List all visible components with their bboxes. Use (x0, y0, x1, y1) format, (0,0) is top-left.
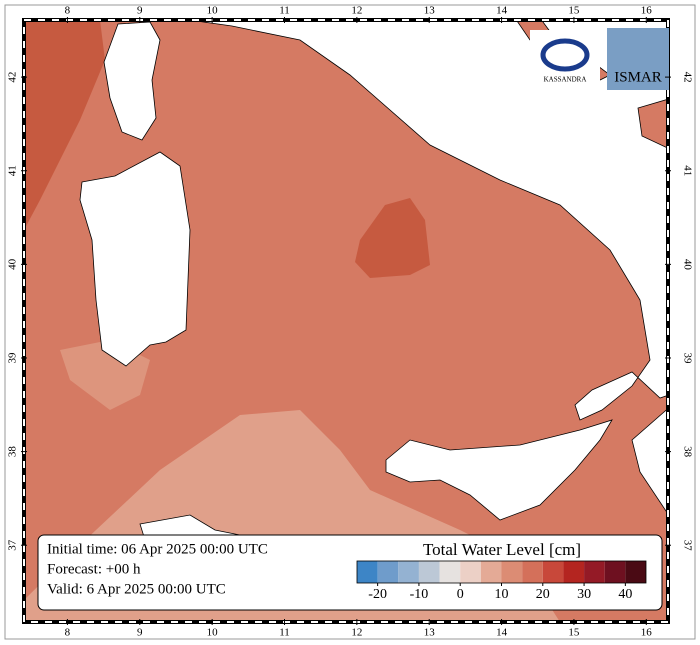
x-tick-label: 13 (424, 627, 436, 639)
sea-high (24, 20, 105, 230)
colorbar-swatch (604, 561, 626, 583)
logo-text: ISMAR (614, 69, 662, 85)
x-tick-label: 14 (496, 5, 508, 17)
y-tick-label: 37 (7, 539, 19, 551)
x-tick-label: 16 (641, 5, 653, 17)
y-tick-label: 40 (7, 258, 19, 270)
italy (186, 20, 668, 421)
legend-box (37, 534, 663, 611)
x-tick-label: 14 (496, 627, 508, 639)
colorbar-swatch (418, 561, 440, 583)
y-tick-label: 38 (7, 446, 19, 458)
colorbar-swatch (357, 561, 378, 583)
calabria-coast (631, 407, 668, 515)
colorbar-swatch (501, 561, 523, 583)
colorbar-swatch (625, 561, 646, 583)
colorbar-tick-label: -10 (410, 587, 429, 602)
x-tick-label: 15 (568, 627, 580, 639)
colorbar-tick-label: 0 (457, 587, 464, 602)
map-area (24, 20, 668, 622)
colorbar-swatch (439, 561, 461, 583)
x-tick-label: 9 (137, 627, 143, 639)
info-line: Initial time: 06 Apr 2025 00:00 UTC (47, 541, 268, 557)
y-tick-label: 42 (681, 72, 693, 83)
x-tick-label: 12 (351, 627, 362, 639)
y-tick-label: 39 (681, 352, 693, 364)
x-tick-label: 11 (279, 5, 290, 17)
y-tick-label: 37 (681, 540, 693, 552)
colorbar-swatch (563, 561, 585, 583)
sea-high (355, 198, 430, 278)
x-tick-label: 16 (641, 627, 653, 639)
logo-text: KASSANDRA (544, 76, 587, 84)
sardinia (79, 151, 191, 367)
land (79, 20, 668, 549)
colorbar-swatch (398, 561, 419, 583)
x-tick-label: 10 (207, 5, 219, 17)
info-line: Forecast: +00 h (47, 561, 141, 577)
colorbar-tick-label: 20 (536, 587, 550, 602)
colorbar-swatch (460, 561, 481, 583)
x-tick-label: 10 (207, 627, 219, 639)
y-tick-label: 39 (7, 352, 19, 364)
sicily (385, 419, 613, 521)
colorbar-swatch (522, 561, 543, 583)
logo-mark (540, 38, 590, 72)
colorbar-tick-label: 40 (618, 587, 632, 602)
info-line: Valid: 6 Apr 2025 00:00 UTC (47, 581, 226, 597)
frame-border-dash (23, 19, 669, 623)
colorbar-title: Total Water Level [cm] (423, 540, 581, 559)
x-tick-label: 8 (65, 627, 71, 639)
y-tick-label: 40 (681, 259, 693, 271)
colorbar-swatch (377, 561, 399, 583)
x-tick-label: 11 (279, 627, 290, 639)
x-tick-label: 9 (137, 5, 143, 17)
x-tick-label: 13 (424, 5, 436, 17)
x-tick-label: 15 (568, 5, 580, 17)
y-tick-label: 38 (681, 446, 693, 458)
colorbar-swatch (584, 561, 605, 583)
colorbar-swatch (480, 561, 502, 583)
sea (640, 95, 668, 145)
y-tick-label: 41 (7, 165, 19, 176)
colorbar-tick-label: 30 (577, 587, 591, 602)
colorbar-swatch (542, 561, 564, 583)
logos: KASSANDRA ISMAR (530, 28, 669, 90)
y-tick-label: 42 (7, 72, 19, 83)
x-tick-label: 12 (351, 5, 362, 17)
x-tick-label: 8 (65, 5, 71, 17)
corsica (103, 21, 161, 141)
colorbar-tick-label: -20 (368, 587, 387, 602)
outer-border (4, 4, 696, 640)
y-tick-label: 41 (681, 165, 693, 176)
logo-box (607, 28, 669, 90)
colorbar-tick-label: 10 (495, 587, 509, 602)
